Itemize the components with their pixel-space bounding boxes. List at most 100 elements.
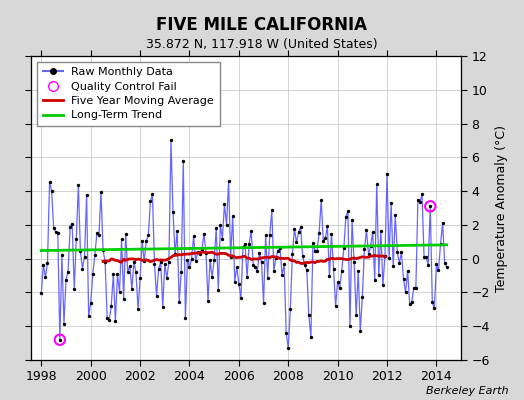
Point bbox=[420, 254, 428, 260]
Point bbox=[150, 261, 159, 268]
Point bbox=[148, 191, 157, 198]
Point bbox=[64, 268, 72, 275]
Point bbox=[117, 236, 126, 242]
Point bbox=[432, 261, 441, 268]
Point bbox=[443, 264, 451, 270]
Point bbox=[389, 263, 397, 269]
Point bbox=[412, 285, 420, 292]
Point bbox=[358, 294, 366, 300]
Point bbox=[264, 274, 272, 281]
Point bbox=[304, 312, 313, 319]
Point bbox=[399, 276, 408, 282]
Point bbox=[307, 334, 315, 340]
Point bbox=[41, 274, 50, 280]
Point bbox=[266, 232, 274, 238]
Point bbox=[362, 227, 370, 234]
Point bbox=[80, 254, 89, 260]
Point bbox=[74, 182, 83, 188]
Point bbox=[62, 276, 70, 283]
Point bbox=[424, 262, 432, 268]
Point bbox=[198, 247, 206, 253]
Point bbox=[439, 220, 447, 226]
Point bbox=[268, 207, 276, 213]
Point bbox=[93, 230, 101, 237]
Point bbox=[193, 248, 202, 255]
Point bbox=[214, 287, 223, 294]
Point bbox=[274, 247, 282, 254]
Point bbox=[181, 315, 190, 322]
Point bbox=[72, 236, 81, 242]
Point bbox=[218, 235, 226, 242]
Point bbox=[66, 224, 74, 230]
Point bbox=[47, 188, 56, 194]
Point bbox=[60, 320, 68, 327]
Legend: Raw Monthly Data, Quality Control Fail, Five Year Moving Average, Long-Term Tren: Raw Monthly Data, Quality Control Fail, … bbox=[37, 62, 220, 126]
Point bbox=[302, 267, 311, 273]
Point bbox=[103, 315, 112, 321]
Point bbox=[200, 230, 208, 237]
Point bbox=[56, 336, 64, 343]
Point bbox=[364, 251, 373, 258]
Point bbox=[159, 303, 167, 310]
Point bbox=[142, 238, 150, 244]
Point bbox=[84, 313, 93, 320]
Point bbox=[43, 260, 52, 266]
Point bbox=[323, 223, 332, 229]
Point bbox=[377, 228, 385, 234]
Point bbox=[288, 250, 297, 257]
Point bbox=[328, 231, 336, 237]
Point bbox=[249, 262, 257, 268]
Point bbox=[206, 257, 214, 264]
Point bbox=[292, 239, 301, 246]
Point bbox=[99, 246, 107, 253]
Point bbox=[315, 230, 323, 236]
Point bbox=[122, 231, 130, 237]
Point bbox=[309, 240, 317, 246]
Point bbox=[177, 268, 185, 275]
Point bbox=[393, 249, 401, 255]
Point bbox=[259, 300, 268, 306]
Point bbox=[406, 300, 414, 307]
Point bbox=[342, 213, 350, 220]
Point bbox=[391, 212, 399, 218]
Point bbox=[107, 302, 115, 309]
Point bbox=[276, 245, 284, 251]
Point bbox=[333, 279, 342, 285]
Point bbox=[91, 252, 99, 258]
Point bbox=[335, 285, 344, 292]
Point bbox=[366, 243, 375, 250]
Point bbox=[272, 255, 280, 261]
Point bbox=[401, 289, 410, 296]
Point bbox=[231, 278, 239, 285]
Point bbox=[46, 179, 54, 185]
Point bbox=[130, 259, 138, 265]
Point bbox=[373, 180, 381, 187]
Point bbox=[82, 191, 91, 198]
Text: 35.872 N, 117.918 W (United States): 35.872 N, 117.918 W (United States) bbox=[146, 38, 378, 51]
Point bbox=[169, 209, 177, 215]
Point bbox=[317, 196, 325, 203]
Point bbox=[387, 200, 395, 206]
Point bbox=[280, 261, 288, 268]
Point bbox=[278, 272, 286, 278]
Point bbox=[370, 277, 379, 283]
Point bbox=[290, 226, 299, 232]
Point bbox=[171, 251, 179, 258]
Point bbox=[124, 269, 132, 275]
Point bbox=[340, 245, 348, 251]
Point bbox=[119, 296, 128, 302]
Point bbox=[426, 203, 434, 210]
Point bbox=[128, 286, 136, 292]
Point bbox=[255, 250, 264, 256]
Point bbox=[160, 260, 169, 267]
Point bbox=[237, 295, 245, 301]
Point bbox=[188, 256, 196, 262]
Point bbox=[189, 233, 198, 240]
Point bbox=[284, 345, 292, 351]
Point bbox=[375, 272, 383, 278]
Point bbox=[185, 264, 194, 271]
Y-axis label: Temperature Anomaly (°C): Temperature Anomaly (°C) bbox=[496, 124, 508, 292]
Point bbox=[319, 237, 328, 244]
Point bbox=[210, 256, 219, 263]
Point bbox=[140, 258, 148, 265]
